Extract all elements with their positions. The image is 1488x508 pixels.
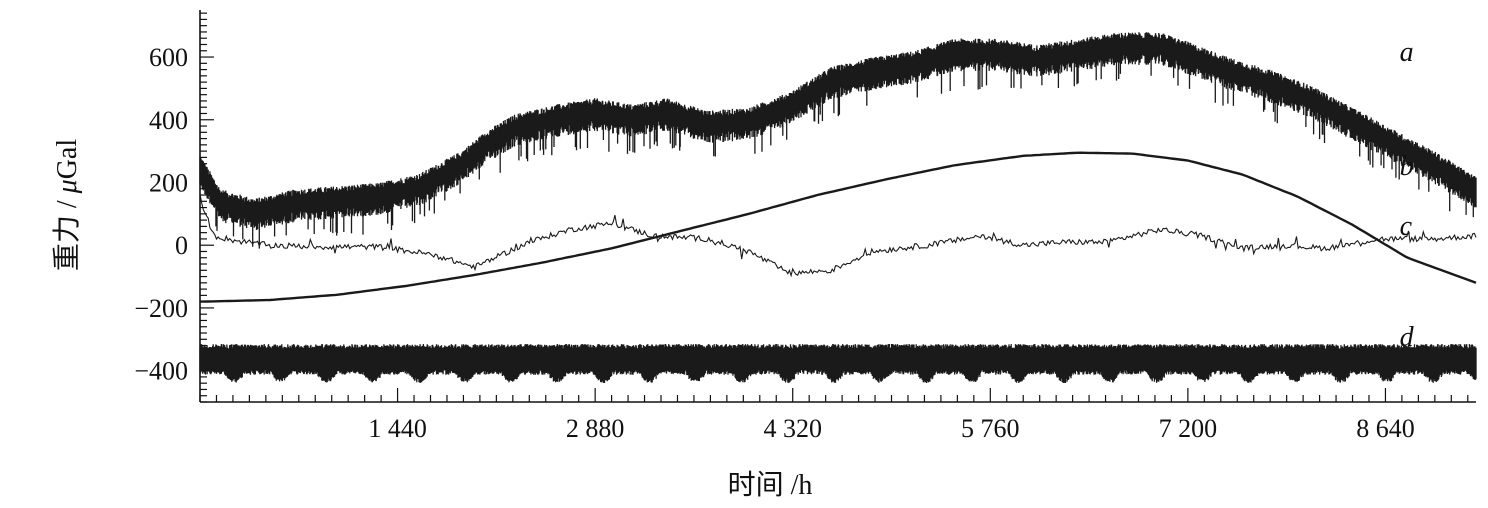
x-axis-title: 时间 /h: [728, 469, 813, 501]
y-tick-label: 0: [175, 231, 188, 260]
series-b: [200, 151, 1477, 303]
axes-layer: 600 400 200 0 −200 −400 1 440 2 880 4 320 5 760 7 …: [134, 10, 1476, 443]
series-label-c: c: [1400, 211, 1413, 242]
x-tick-label: 5 760: [961, 414, 1020, 443]
x-tick-label: 2 880: [566, 414, 625, 443]
y-axis-title-prefix: 重力 /: [51, 193, 83, 271]
y-tick-label: 200: [149, 168, 188, 197]
y-tick-label: 600: [149, 43, 188, 72]
series-d-band: [199, 344, 1477, 383]
x-tick-label: 8 640: [1356, 414, 1415, 443]
series-c-line: [199, 193, 1477, 278]
y-axis-title-mu: μ: [52, 179, 83, 194]
x-tick-label: 7 200: [1159, 414, 1218, 443]
y-axis-title-suffix: Gal: [52, 139, 83, 180]
series-a-band: [199, 32, 1477, 249]
series-b-line: [200, 151, 1477, 303]
x-tick-label: 1 440: [368, 414, 427, 443]
label-layer: a bc d: [1400, 37, 1415, 353]
y-tick-label: −400: [134, 357, 188, 386]
series-label-a: a: [1400, 37, 1414, 68]
series-layer: [199, 32, 1477, 383]
x-tick-label: 4 320: [763, 414, 822, 443]
series-label-b: b: [1400, 151, 1414, 182]
series-d: [199, 344, 1477, 383]
y-axis-title: 重力 / μGal: [51, 139, 83, 271]
series-a: [199, 32, 1477, 249]
y-tick-label: −200: [134, 294, 188, 323]
series-c: [199, 193, 1477, 278]
y-tick-label: 400: [149, 106, 188, 135]
series-label-d: d: [1400, 322, 1415, 353]
